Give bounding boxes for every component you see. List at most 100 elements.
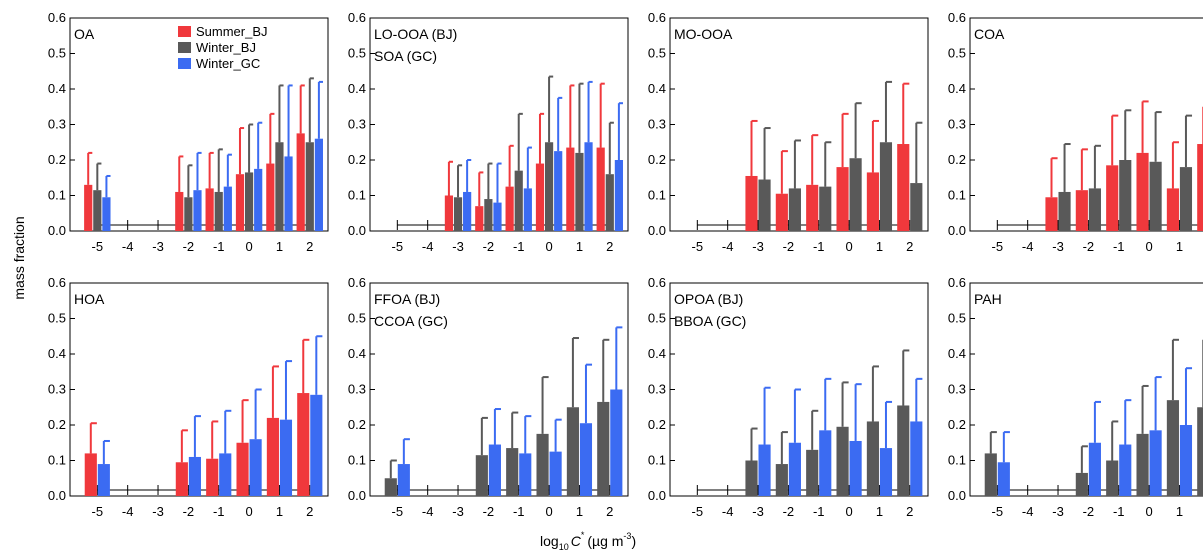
y-tick-label: 0.0: [48, 223, 66, 238]
x-tick-label: 1: [1176, 504, 1183, 519]
x-tick-label: -4: [1022, 504, 1034, 519]
panel-8: 0.00.10.20.30.40.50.6-5-4-3-2-1012PAH: [948, 275, 1203, 519]
y-tick-label: 0.2: [348, 417, 366, 432]
bar-Winter_BJ: [214, 191, 223, 231]
legend-swatch: [178, 42, 191, 53]
y-tick-label: 0.2: [48, 152, 66, 167]
bar-Winter_BJ: [275, 142, 284, 231]
bar-Summer_BJ: [175, 191, 184, 231]
x-tick-label: -3: [452, 504, 464, 519]
bar-Winter_GC: [249, 439, 262, 496]
bar-Winter_GC: [97, 464, 110, 496]
y-tick-label: 0.6: [948, 275, 966, 290]
bar-Winter_GC: [314, 138, 323, 231]
x-tick-label: -3: [752, 239, 764, 254]
x-tick-label: -2: [1083, 504, 1095, 519]
bar-Summer_BJ: [266, 417, 279, 496]
y-axis-title: mass fraction: [11, 216, 27, 299]
x-tick-label: -1: [513, 504, 525, 519]
bar-Winter_BJ: [1149, 161, 1162, 231]
bar-Summer_BJ: [775, 193, 788, 231]
legend-label: Winter_BJ: [196, 40, 256, 55]
x-tick-label: 0: [845, 239, 852, 254]
bar-Winter_BJ: [475, 455, 488, 496]
x-tick-label: -2: [483, 504, 495, 519]
x-tick-label: -1: [813, 504, 825, 519]
bar-Summer_BJ: [535, 163, 545, 231]
bar-Summer_BJ: [1075, 190, 1088, 231]
panel-label: HOA: [74, 291, 105, 307]
y-tick-label: 0.5: [948, 311, 966, 326]
bar-Winter_GC: [193, 190, 202, 231]
x-tick-label: 2: [906, 239, 913, 254]
y-tick-label: 0.5: [48, 311, 66, 326]
bar-Winter_GC: [849, 440, 862, 496]
bar-Winter_BJ: [514, 170, 523, 231]
x-tick-label: 1: [276, 239, 283, 254]
x-tick-label: 0: [845, 504, 852, 519]
x-tick-label: 1: [876, 504, 883, 519]
x-tick-label: 0: [545, 504, 552, 519]
x-tick-label: -3: [1052, 504, 1064, 519]
y-tick-label: 0.0: [648, 488, 666, 503]
y-tick-label: 0.1: [348, 453, 366, 468]
y-tick-label: 0.0: [948, 223, 966, 238]
bar-Winter_BJ: [897, 405, 910, 496]
x-tick-label: 1: [576, 504, 583, 519]
bar-Winter_BJ: [836, 426, 849, 496]
bar-Winter_GC: [579, 423, 593, 496]
bar-Winter_GC: [910, 421, 923, 496]
x-tick-label: 2: [606, 239, 613, 254]
x-tick-label: -4: [722, 239, 734, 254]
y-tick-label: 0.1: [48, 453, 66, 468]
bar-Winter_BJ: [1075, 472, 1088, 496]
x-tick-label: -2: [483, 239, 495, 254]
bar-Winter_GC: [554, 151, 563, 231]
x-tick-label: -5: [692, 239, 704, 254]
bar-Winter_BJ: [1166, 400, 1179, 496]
x-tick-label: -2: [783, 239, 795, 254]
y-tick-label: 0.2: [48, 417, 66, 432]
bar-Summer_BJ: [206, 458, 219, 496]
x-tick-label: -2: [783, 504, 795, 519]
bar-Summer_BJ: [475, 206, 484, 231]
panel-7: 0.0 0.1 0.2 0.3 0.4 0.5 0.6 -5 -4 -3 -2 -1 0 1 2 OPOA (…: [648, 275, 929, 519]
bar-Winter_GC: [102, 197, 111, 231]
bar-Summer_BJ: [236, 442, 249, 496]
y-tick-label: 0.4: [48, 346, 66, 361]
bar-Summer_BJ: [1197, 144, 1203, 231]
bar-Winter_GC: [1088, 442, 1101, 496]
bar-Summer_BJ: [866, 172, 879, 231]
bar-Winter_GC: [488, 444, 501, 496]
x-tick-label: 1: [876, 239, 883, 254]
y-tick-label: 0.5: [348, 46, 366, 61]
bar-Winter_GC: [758, 444, 771, 496]
panel-label: LO-OOA (BJ): [374, 26, 457, 42]
panel-6: 0.0 0.1 0.2 0.3 0.4 0.5 0.6 -5 -4 -3 -2 -1 0 1 2 FFOA (…: [348, 275, 629, 519]
x-tick-label: -1: [1113, 504, 1125, 519]
bar-Winter_GC: [610, 389, 623, 496]
x-tick-label: 2: [306, 239, 313, 254]
x-tick-label: 0: [245, 239, 252, 254]
y-tick-label: 0.1: [948, 453, 966, 468]
bar-Summer_BJ: [297, 393, 310, 496]
bar-Winter_BJ: [819, 186, 832, 231]
bar-Summer_BJ: [836, 167, 849, 231]
y-tick-label: 0.3: [948, 117, 966, 132]
y-tick-label: 0.1: [648, 188, 666, 203]
y-tick-label: 0.4: [948, 346, 966, 361]
bar-Summer_BJ: [266, 163, 275, 231]
bar-Winter_BJ: [1058, 191, 1071, 231]
y-tick-label: 0.3: [648, 382, 666, 397]
bar-Winter_BJ: [1197, 407, 1203, 496]
bar-Winter_BJ: [1106, 460, 1119, 496]
panel-5: 0.0 0.1 0.2 0.3 0.4 0.5 0.6 -5 -4 -3 -2 -1 0 1 2 HOA: [48, 275, 329, 519]
x-tick-label: 1: [1176, 239, 1183, 254]
x-tick-label: 1: [276, 504, 283, 519]
bar-Summer_BJ: [596, 147, 605, 231]
bar-Winter_BJ: [536, 433, 549, 496]
panels-group: 0.0 0.1 0.2 0.3 0.4 0.5 0.6 -5 -4 -3 -2 -1 0 1 2 OA Summ…: [48, 10, 1203, 519]
x-tick-label: 2: [306, 504, 313, 519]
bar-Summer_BJ: [897, 144, 910, 231]
bar-Winter_BJ: [605, 174, 614, 231]
